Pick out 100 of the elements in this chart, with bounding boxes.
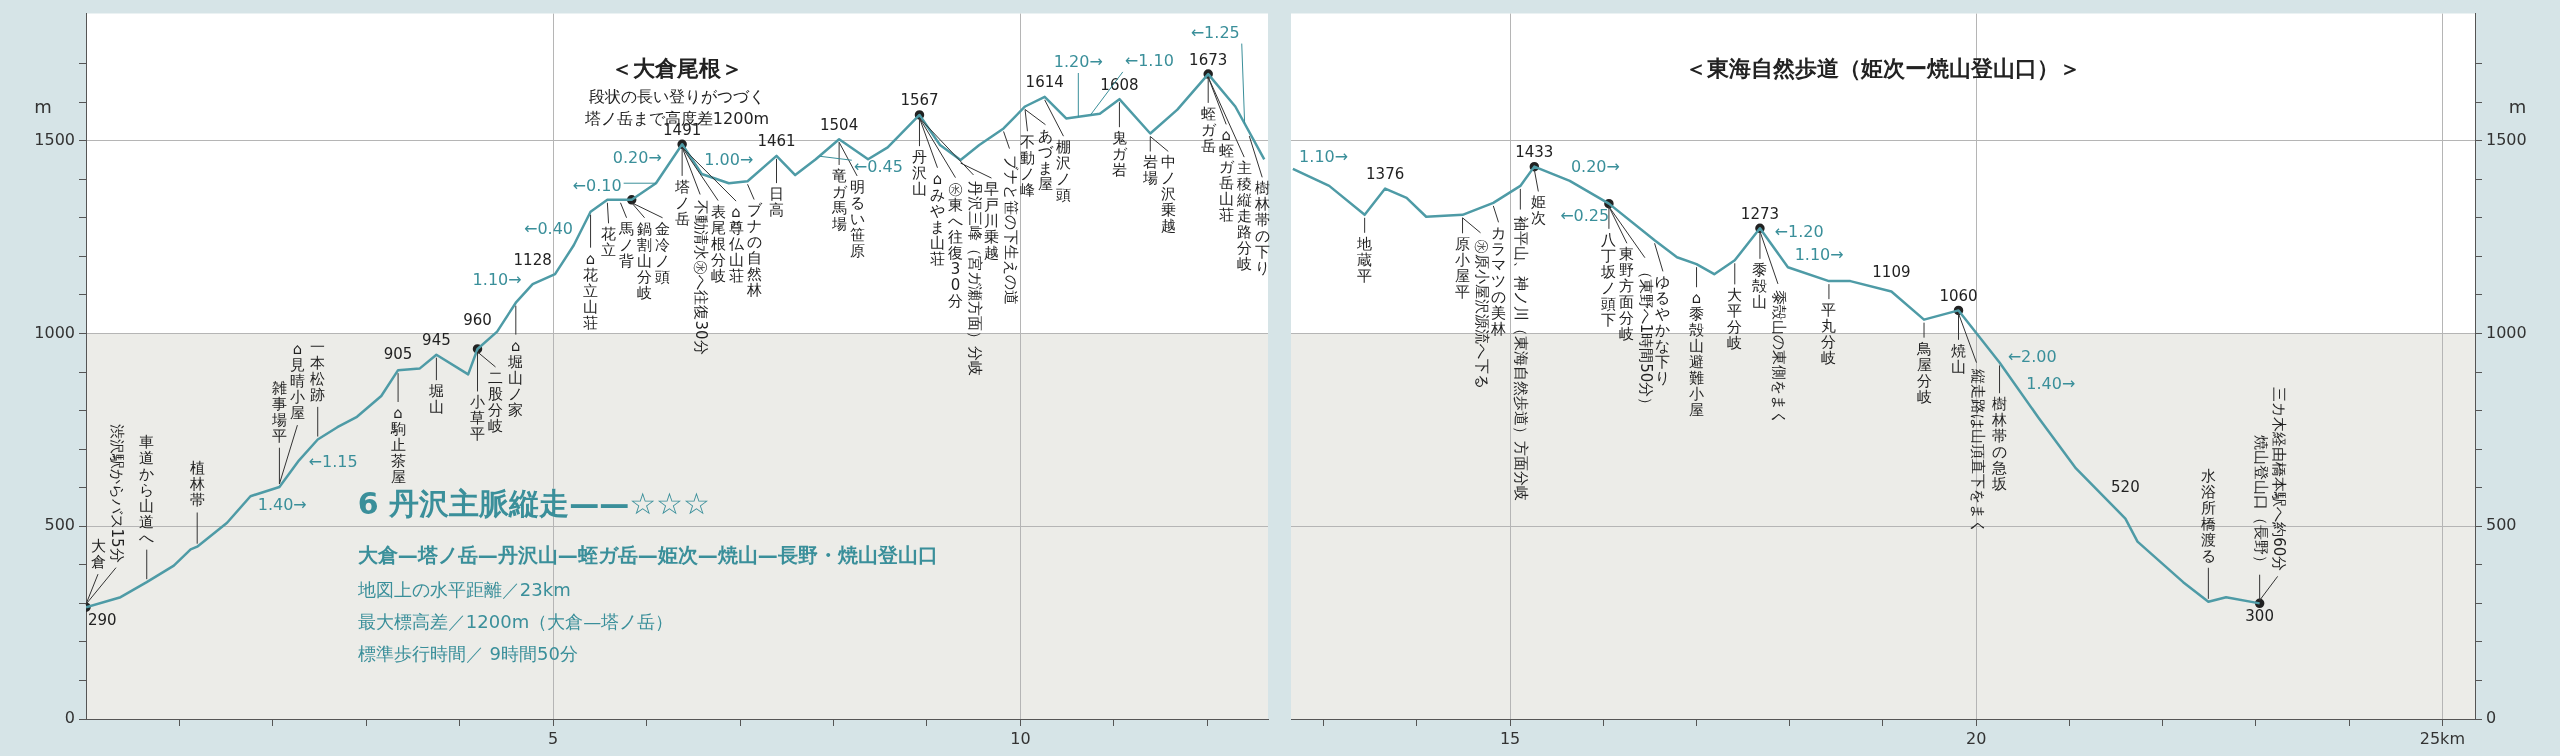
data-label: 945 [422, 331, 451, 350]
annotation: あづま屋 [1037, 126, 1054, 193]
annotation: 渋沢駅からバス15分 [108, 423, 127, 563]
annotation: 鍋割山分岐 [637, 219, 653, 302]
data-label: 1461 [757, 132, 796, 151]
annotation: ←0.25 [1560, 205, 1610, 225]
annotation: 一本松跡 [310, 337, 326, 404]
annotation: ゆるやかな下り [1655, 273, 1671, 388]
text: ＜大倉尾根＞ [611, 55, 743, 81]
annotation: ⌂尊仏山荘 [727, 203, 745, 286]
annotation: 植林帯 [188, 459, 205, 510]
annotation: 明るい笹原 [849, 177, 865, 260]
data-label: 520 [2111, 478, 2140, 497]
text: ＜東海自然歩道（姫次ー焼山登山口）＞ [1685, 55, 2081, 81]
annotation: ←1.20 [1774, 222, 1824, 242]
annotation: ⌂花立山荘 [583, 249, 599, 332]
annotation: 0.20→ [1570, 156, 1620, 176]
annotation: 1.10→ [472, 270, 522, 290]
annotation: 1.20→ [1053, 52, 1103, 72]
data-label: 1128 [513, 251, 552, 270]
y-axis-title: m [2508, 96, 2527, 118]
annotation: 花立 [601, 225, 617, 260]
data-label: 1060 [1939, 286, 1978, 305]
annotation: 焼山 [1951, 341, 1967, 376]
annotation: ⌂堀山ノ家 [507, 336, 524, 419]
annotation: 大平分岐 [1727, 286, 1743, 353]
annotation: ブナと笹の下生えの道 [1001, 154, 1020, 305]
annotation: 主稜縦走路分岐 [1235, 159, 1252, 274]
x-tick-label: 25km [2419, 728, 2465, 748]
annotation: ←2.00 [2007, 347, 2057, 367]
data-label: 960 [463, 310, 492, 329]
y-tick-label: 1500 [2486, 129, 2527, 149]
annotation: 黍殻山 [1752, 260, 1768, 311]
annotation: 6 丹沢主脈縦走——☆☆☆ [357, 486, 710, 522]
annotation: 水浴所橋渡る [2200, 466, 2216, 565]
annotation: 日高 [769, 185, 785, 220]
annotation: ㊌原小屋沢源流へ下る [1472, 238, 1491, 389]
annotation: 金冷ノ頭 [655, 219, 671, 286]
annotation: 三カ木経由橋本駅へ約60分 [2269, 387, 2288, 572]
annotation: 棚沢ノ頭 [1055, 138, 1071, 205]
data-label: 1273 [1740, 204, 1780, 223]
annotation: 大倉—塔ノ岳—丹沢山—蛭ガ岳—姫次—焼山—長野・焼山登山口 [357, 543, 938, 568]
annotation: ブナの自然林 [745, 201, 763, 300]
y-tick-label: 500 [2486, 515, 2517, 535]
annotation: 中ノ沢乗越 [1160, 153, 1176, 236]
annotation: 縦走路は山頂直下をまく [1968, 367, 1987, 534]
x-tick-label: 20 [1966, 728, 1987, 748]
annotation: ⌂見晴小屋 [289, 340, 305, 423]
annotation: ←0.45 [853, 157, 903, 177]
annotation: 樹林帯の急坂 [1991, 395, 2008, 494]
annotation: ⌂蛭ガ岳山荘 [1218, 126, 1235, 225]
annotation: 鳥屋分岐 [1915, 339, 1932, 406]
annotation: 馬ノ背 [618, 219, 635, 270]
annotation: 1.40→ [2026, 373, 2076, 393]
x-tick-label: 15 [1499, 728, 1521, 748]
annotation: 表尾根分岐 [710, 202, 726, 285]
annotation: 鬼ガ岩 [1111, 129, 1128, 180]
annotation: 雑事場平 [270, 378, 287, 445]
annotation: 丹沢三峰（宮ガ瀬方面）分岐 [965, 180, 984, 376]
data-label: 1608 [1100, 75, 1139, 94]
y-axis-title: m [34, 96, 52, 118]
annotation: 不動ノ峰 [1019, 133, 1035, 200]
data-label: 1504 [820, 115, 859, 134]
data-label: 905 [383, 345, 413, 364]
annotation: 最大標高差／1200m（大倉—塔ノ岳） [357, 611, 674, 633]
annotation: 丹沢山 [911, 148, 927, 199]
annotation: 平丸分岐 [1821, 301, 1837, 367]
annotation: 地蔵平 [1356, 234, 1373, 285]
annotation: ←1.25 [1190, 22, 1240, 42]
data-label: 300 [2245, 606, 2274, 625]
annotation: 大倉 [90, 537, 106, 572]
annotation: （東野へ1時間50分） [1637, 263, 1656, 413]
annotation: 塔ノ岳 [673, 177, 690, 228]
x-tick-label: 5 [548, 728, 559, 748]
annotation: 黍殻山の東側をまく [1770, 289, 1789, 425]
annotation: 小草平 [470, 393, 486, 444]
annotation: 岩場 [1141, 153, 1158, 188]
annotation: 地図上の水平距離／23km [356, 579, 571, 601]
annotation: 竜ガ馬場 [830, 166, 848, 233]
annotation: ⌂みやま山荘 [929, 169, 945, 268]
annotation: 原小屋平 [1455, 235, 1471, 302]
data-label: 1433 [1515, 143, 1554, 162]
y-tick-label: 1500 [34, 129, 75, 149]
annotation: 1.10→ [1299, 147, 1349, 167]
y-tick-label: 0 [2486, 708, 2497, 728]
annotation: ⌂駒止茶屋 [389, 403, 406, 486]
y-tick-label: 500 [44, 515, 75, 535]
annotation: 蛭ガ岳 [1200, 104, 1217, 155]
annotation: ⌂黍殻山避難小屋 [1689, 289, 1705, 420]
y-tick-label: 0 [64, 708, 75, 728]
y-tick-label: 1000 [2486, 322, 2527, 342]
annotation: 東野方面分岐 [1619, 245, 1635, 344]
annotation: カラマツの美林 [1490, 224, 1507, 339]
data-label: 1109 [1872, 262, 1911, 281]
annotation: 1.40→ [257, 494, 307, 514]
annotation: 焼山登山口（長野） [2251, 434, 2270, 570]
annotation: 0.20→ [612, 147, 662, 167]
annotation: 樹林帯の下り [1253, 179, 1270, 278]
y-tick-label: 1000 [34, 322, 75, 342]
annotation: ←1.15 [308, 452, 358, 472]
